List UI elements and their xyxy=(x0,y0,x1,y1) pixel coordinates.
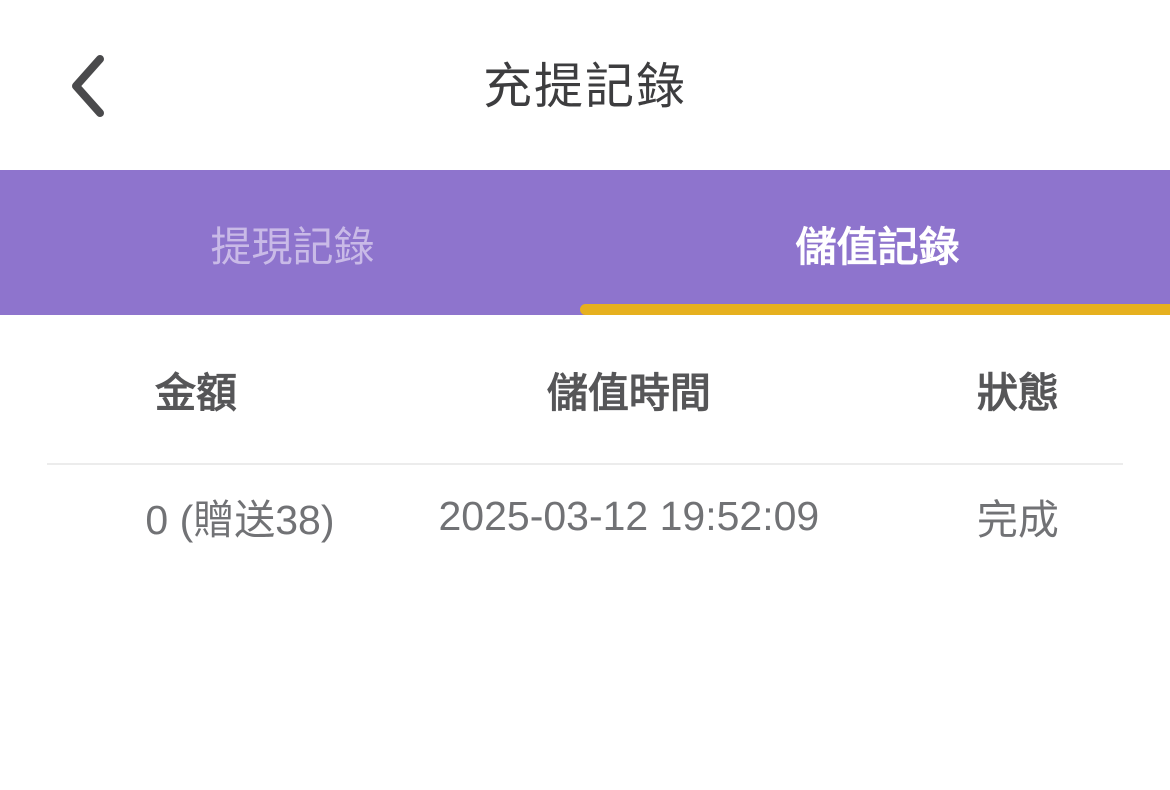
row-status: 完成 xyxy=(976,497,1059,543)
header-divider xyxy=(47,463,1123,465)
back-button[interactable] xyxy=(52,42,122,132)
tab-withdraw-records[interactable]: 提現記錄 xyxy=(0,170,585,315)
tab-deposit-records-label: 儲值記錄 xyxy=(795,223,960,270)
row-amount: 0 (贈送38) xyxy=(145,497,335,543)
column-header-time: 儲值時間 xyxy=(546,370,711,416)
row-time: 2025-03-12 19:52:09 xyxy=(438,492,820,539)
column-header-status: 狀態 xyxy=(976,370,1059,416)
tab-deposit-records[interactable]: 儲值記錄 xyxy=(585,170,1170,315)
table-header-row: 金額 儲值時間 狀態 xyxy=(0,351,1170,427)
table-row: 0 (贈送38) 2025-03-12 19:52:09 完成 xyxy=(0,465,1170,567)
navbar: 充提記錄 xyxy=(0,0,1170,170)
records-table: 金額 儲值時間 狀態 0 (贈送38) 2025-03-12 19:52:09 … xyxy=(0,351,1170,567)
active-tab-indicator xyxy=(580,304,1170,315)
column-header-amount: 金額 xyxy=(154,370,237,416)
tab-bar: 提現記錄 儲值記錄 xyxy=(0,170,1170,315)
chevron-left-icon xyxy=(69,54,105,121)
tab-withdraw-records-label: 提現記錄 xyxy=(210,223,375,270)
page-title: 充提記錄 xyxy=(482,59,687,114)
